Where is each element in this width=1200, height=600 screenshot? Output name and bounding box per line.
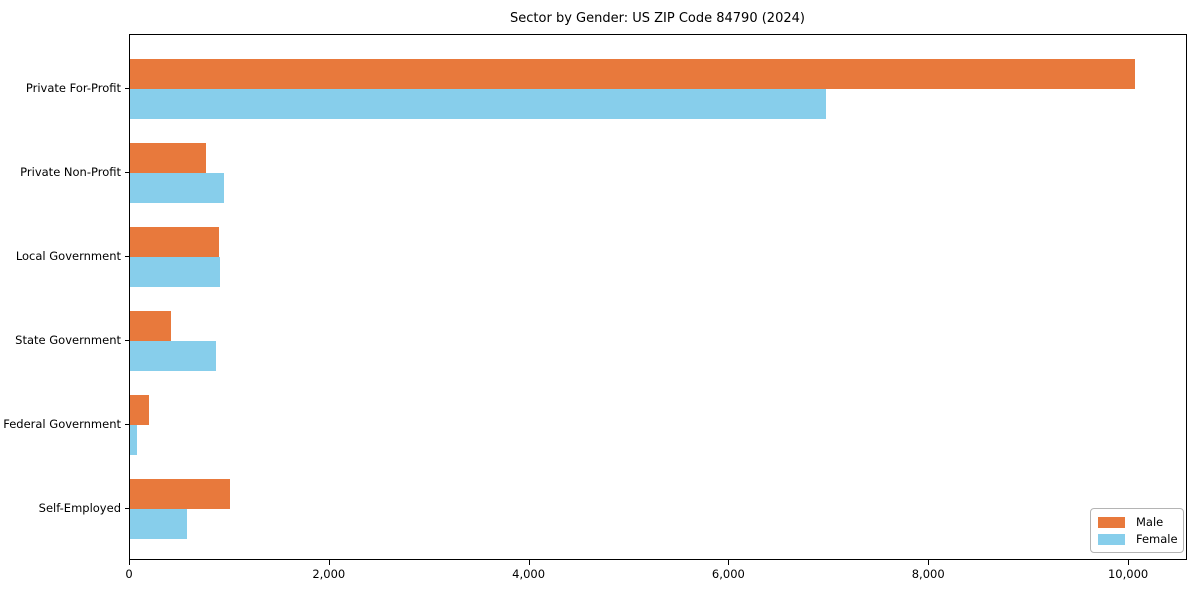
bar-male-state-government [130, 311, 171, 341]
bar-female-local-government [130, 257, 221, 287]
x-axis-tick [728, 560, 730, 565]
y-axis-tick [125, 508, 129, 509]
bar-female-self-employed [130, 509, 187, 539]
legend-label-female: Female [1136, 532, 1178, 546]
x-axis-tick [1128, 560, 1130, 565]
x-axis-tick-label: 8,000 [911, 567, 945, 581]
y-axis-label-private-non-profit: Private Non-Profit [20, 165, 121, 179]
bar-female-private-for-profit [130, 89, 827, 119]
y-axis-label-state-government: State Government [15, 333, 121, 347]
y-axis-label-private-for-profit: Private For-Profit [25, 81, 121, 95]
x-axis-tick [528, 560, 530, 565]
bar-female-state-government [130, 341, 217, 371]
y-axis-tick [125, 256, 129, 257]
bar-male-local-government [130, 227, 219, 257]
y-axis-tick [125, 88, 129, 89]
x-axis-tick-label: 6,000 [711, 567, 745, 581]
bar-male-private-for-profit [130, 59, 1135, 89]
bar-female-private-non-profit [130, 173, 224, 203]
legend-item-male: Male [1098, 515, 1176, 529]
bar-male-self-employed [130, 479, 230, 509]
legend: Male Female [1090, 508, 1184, 553]
y-axis-tick [125, 424, 129, 425]
legend-item-female: Female [1098, 532, 1178, 546]
female-swatch-icon [1098, 533, 1125, 545]
chart-title: Sector by Gender: US ZIP Code 84790 (202… [510, 11, 805, 26]
legend-label-male: Male [1136, 515, 1164, 529]
y-axis-label-local-government: Local Government [15, 249, 121, 263]
x-axis-tick-label: 4,000 [512, 567, 546, 581]
bar-male-federal-government [130, 395, 149, 425]
male-swatch-icon [1098, 516, 1125, 528]
x-axis-tick [928, 560, 930, 565]
y-axis-label-self-employed: Self-Employed [38, 501, 121, 515]
plot-area [129, 34, 1187, 560]
x-axis-tick [129, 560, 130, 565]
x-axis-tick-label: 0 [125, 567, 133, 581]
bar-female-federal-government [130, 425, 137, 455]
x-axis-tick-label: 10,000 [1107, 567, 1149, 581]
y-axis-tick [125, 172, 129, 173]
x-axis-tick-label: 2,000 [312, 567, 346, 581]
y-axis-label-federal-government: Federal Government [3, 417, 121, 431]
bar-male-private-non-profit [130, 143, 206, 173]
y-axis-tick [125, 340, 129, 341]
x-axis-tick [328, 560, 330, 565]
